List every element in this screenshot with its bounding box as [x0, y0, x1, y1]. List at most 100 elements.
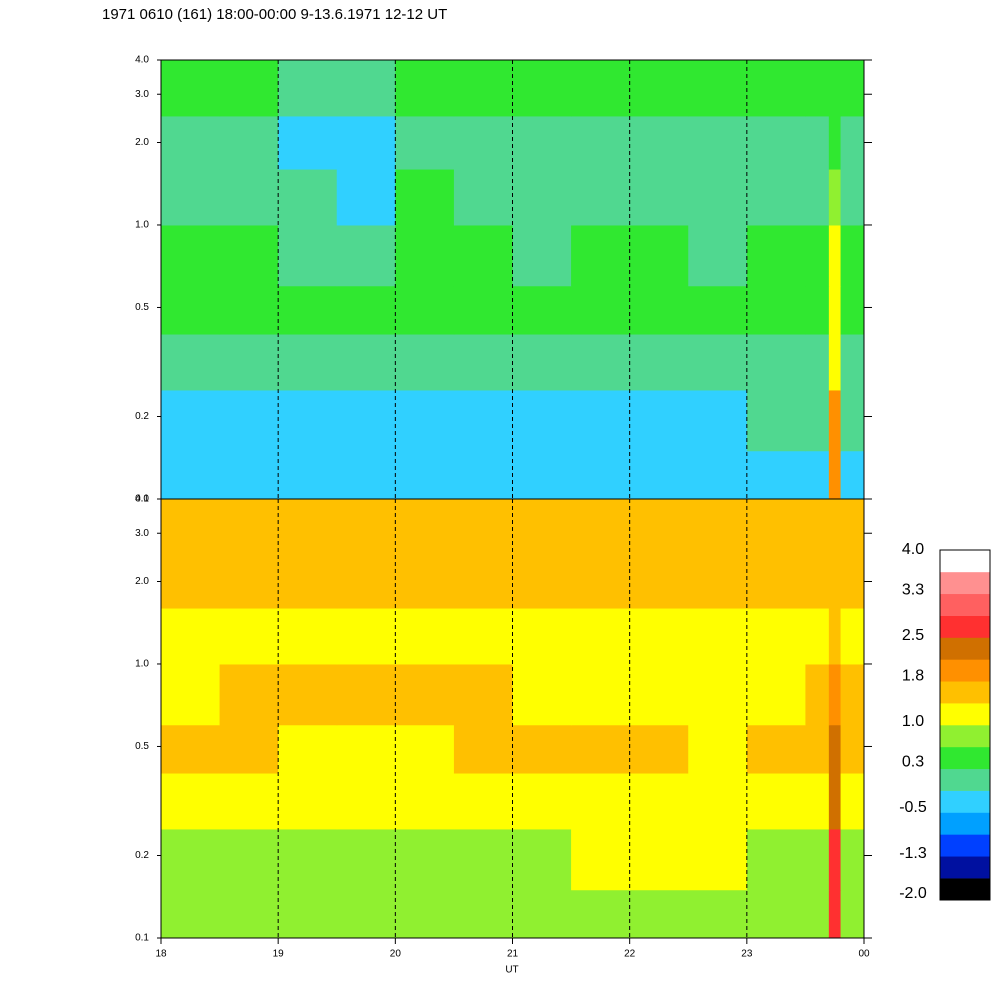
- heat-cell: [161, 115, 221, 170]
- y-tick-label: 0.2: [135, 850, 149, 861]
- heat-cell: [512, 663, 572, 726]
- colorbar-swatch: [940, 659, 990, 682]
- heat-cell: [512, 389, 572, 452]
- heat-cell: [688, 224, 748, 287]
- y-tick-label: 2.0: [135, 576, 149, 587]
- heat-cell: [746, 285, 806, 335]
- colorbar-swatch: [940, 550, 990, 573]
- heat-cell: [840, 60, 865, 117]
- chart-title: 1971 0610 (161) 18:00-00:00 9-13.6.1971 …: [102, 6, 447, 23]
- heat-cell: [512, 828, 572, 891]
- colorbar-swatch: [940, 856, 990, 879]
- heat-cell: [278, 115, 338, 170]
- heat-cell: [278, 60, 338, 117]
- heat-cell: [278, 608, 338, 665]
- y-tick-label: 4.0: [135, 55, 149, 66]
- heat-cell: [453, 60, 513, 117]
- colorbar-tick-label: 0.3: [902, 753, 924, 770]
- heat-cell: [512, 608, 572, 665]
- heat-cell: [746, 224, 806, 287]
- heat-cell: [395, 60, 455, 117]
- heat-cell: [688, 115, 748, 170]
- colorbar-tick-label: 3.3: [902, 581, 924, 598]
- x-tick-label: 21: [507, 949, 519, 960]
- heat-cell: [688, 334, 748, 391]
- heat-cell: [688, 285, 748, 335]
- colorbar-swatch: [940, 746, 990, 770]
- heat-cell: [571, 115, 631, 170]
- heat-cell: [219, 608, 279, 665]
- heat-cell: [278, 663, 338, 726]
- heat-cell: [278, 499, 338, 556]
- heat-cell: [453, 554, 513, 609]
- heat-cell: [629, 115, 689, 170]
- heat-cell: [278, 450, 338, 500]
- heat-cell: [629, 889, 689, 939]
- heat-cell: [746, 389, 806, 452]
- heat-cell: [336, 285, 396, 335]
- heat-cell: [453, 285, 513, 335]
- heat-cell: [161, 608, 221, 665]
- heat-cell: [453, 828, 513, 891]
- heat-cell: [278, 889, 338, 939]
- colorbar-tick-label: 1.0: [902, 713, 924, 730]
- heat-cell: [336, 115, 396, 170]
- heat-cell: [571, 663, 631, 726]
- heat-cell: [629, 60, 689, 117]
- heat-cell: [161, 60, 221, 117]
- heat-cell: [688, 724, 748, 774]
- heat-cell: [840, 663, 865, 726]
- y-tick-label: 0.1: [135, 933, 149, 944]
- colorbar-swatch: [940, 790, 990, 813]
- heat-cell: [395, 224, 455, 287]
- heat-cell: [746, 554, 806, 609]
- colorbar-swatch: [940, 703, 990, 726]
- heat-cell: [161, 389, 221, 452]
- y-tick-label: 3.0: [135, 528, 149, 539]
- heat-cell: [336, 663, 396, 726]
- heat-cell: [161, 169, 221, 226]
- heat-cell: [219, 285, 279, 335]
- heat-cell: [219, 663, 279, 726]
- heat-cell: [828, 450, 842, 500]
- heat-cell: [828, 889, 842, 939]
- heat-cell: [161, 224, 221, 287]
- heat-cell: [805, 450, 830, 500]
- heat-cell: [571, 169, 631, 226]
- heat-cell: [746, 663, 806, 726]
- heat-cell: [805, 724, 830, 774]
- colorbar-swatch: [940, 812, 990, 835]
- heat-cell: [395, 115, 455, 170]
- heat-cell: [161, 554, 221, 609]
- heat-cell: [278, 389, 338, 452]
- heat-cell: [395, 499, 455, 556]
- heat-cell: [336, 554, 396, 609]
- heat-cell: [746, 889, 806, 939]
- heat-cell: [746, 169, 806, 226]
- y-tick-label: 2.0: [135, 137, 149, 148]
- colorbar-swatch: [940, 681, 990, 704]
- heat-cell: [840, 224, 865, 287]
- y-tick-label: 0.2: [135, 411, 149, 422]
- heat-cell: [840, 773, 865, 830]
- heat-cell: [336, 334, 396, 391]
- heat-cell: [688, 773, 748, 830]
- x-tick-label: 18: [155, 949, 167, 960]
- heat-cell: [512, 554, 572, 609]
- heat-cell: [805, 499, 830, 556]
- colorbar-tick-label: -1.3: [899, 845, 927, 862]
- heat-cell: [278, 224, 338, 287]
- heat-cell: [395, 828, 455, 891]
- heat-cell: [395, 724, 455, 774]
- heat-cell: [746, 828, 806, 891]
- heat-cell: [688, 499, 748, 556]
- heat-cell: [395, 389, 455, 452]
- heat-cell: [805, 60, 830, 117]
- heat-cell: [512, 724, 572, 774]
- heat-cell: [828, 499, 842, 556]
- colorbar-swatch: [940, 725, 990, 748]
- heat-cell: [453, 773, 513, 830]
- y-tick-label: 0.5: [135, 741, 149, 752]
- heat-cell: [828, 334, 842, 391]
